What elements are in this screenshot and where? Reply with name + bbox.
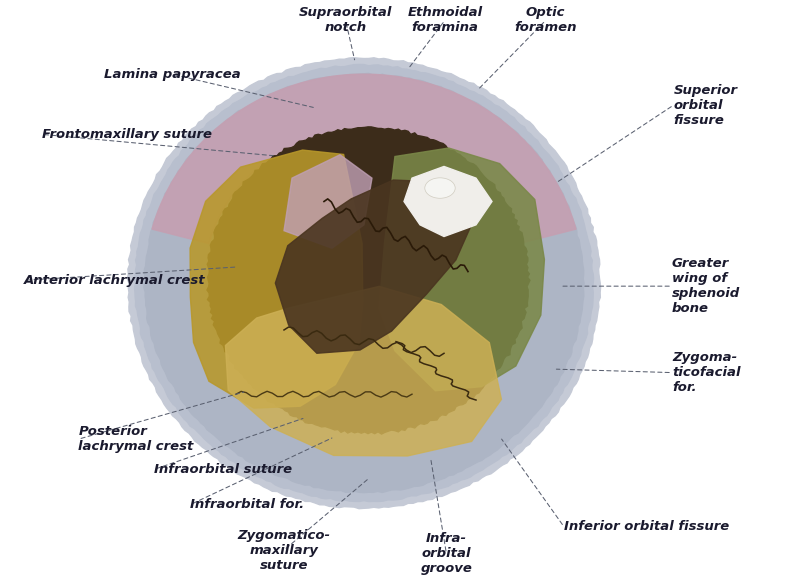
- Text: Supraorbital
notch: Supraorbital notch: [299, 6, 392, 34]
- Text: Frontomaxillary suture: Frontomaxillary suture: [42, 128, 211, 141]
- Polygon shape: [152, 74, 576, 244]
- Polygon shape: [275, 180, 478, 353]
- Polygon shape: [404, 166, 492, 237]
- Ellipse shape: [425, 178, 455, 199]
- Polygon shape: [284, 155, 372, 248]
- Polygon shape: [144, 74, 584, 493]
- Text: Anterior lachrymal crest: Anterior lachrymal crest: [24, 274, 206, 287]
- Polygon shape: [226, 286, 502, 456]
- Text: Infraorbital suture: Infraorbital suture: [154, 463, 292, 476]
- Text: Inferior orbital fissure: Inferior orbital fissure: [564, 520, 730, 533]
- Text: Superior
orbital
fissure: Superior orbital fissure: [674, 84, 738, 127]
- Text: Ethmoidal
foramina: Ethmoidal foramina: [407, 6, 482, 34]
- Text: Greater
wing of
sphenoid
bone: Greater wing of sphenoid bone: [672, 257, 740, 315]
- Text: Optic
foramen: Optic foramen: [514, 6, 577, 34]
- Polygon shape: [127, 58, 601, 509]
- Text: Lamina papyracea: Lamina papyracea: [104, 68, 240, 81]
- Polygon shape: [379, 148, 545, 391]
- Text: Zygoma-
ticofacial
for.: Zygoma- ticofacial for.: [672, 351, 741, 394]
- Text: Posterior
lachrymal crest: Posterior lachrymal crest: [78, 425, 194, 453]
- Polygon shape: [134, 64, 594, 502]
- Polygon shape: [190, 150, 362, 408]
- Text: Infraorbital for.: Infraorbital for.: [190, 498, 305, 511]
- Text: Infra-
orbital
groove: Infra- orbital groove: [421, 532, 472, 575]
- Text: Zygomatico-
maxillary
suture: Zygomatico- maxillary suture: [238, 529, 330, 572]
- Polygon shape: [207, 127, 530, 434]
